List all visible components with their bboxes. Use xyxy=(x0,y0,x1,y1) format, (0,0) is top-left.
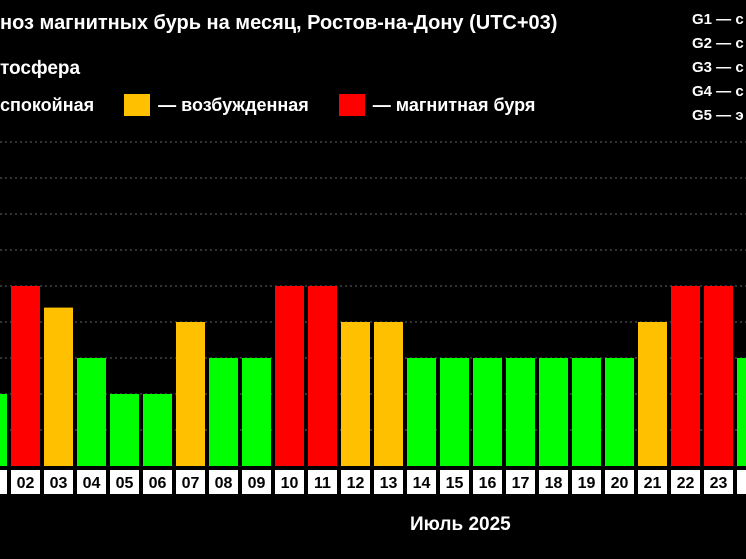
bar-day-23 xyxy=(704,286,733,466)
svg-text:12: 12 xyxy=(347,475,365,492)
legend-label-storm: — магнитная буря xyxy=(372,94,536,115)
x-tick-15: 15 xyxy=(440,470,469,494)
bar-day-06 xyxy=(143,394,172,466)
x-tick-08: 08 xyxy=(209,470,238,494)
x-tick-01 xyxy=(0,470,7,494)
x-tick-06: 06 xyxy=(143,470,172,494)
x-tick-24: 2 xyxy=(737,470,746,494)
svg-text:19: 19 xyxy=(578,475,596,492)
x-tick-03: 03 xyxy=(44,470,73,494)
svg-text:08: 08 xyxy=(215,475,233,492)
svg-text:10: 10 xyxy=(281,475,299,492)
svg-text:06: 06 xyxy=(149,475,167,492)
bar-day-21 xyxy=(638,322,667,466)
x-tick-10: 10 xyxy=(275,470,304,494)
x-tick-20: 20 xyxy=(605,470,634,494)
bar-day-13 xyxy=(374,322,403,466)
bar-day-05 xyxy=(110,394,139,466)
x-tick-22: 22 xyxy=(671,470,700,494)
x-tick-21: 21 xyxy=(638,470,667,494)
svg-text:02: 02 xyxy=(17,475,35,492)
bar-day-17 xyxy=(506,358,535,466)
bar-day-16 xyxy=(473,358,502,466)
legend-swatch-storm xyxy=(338,94,365,116)
bar-day-04 xyxy=(77,358,106,466)
legend: спокойная — возбужденная — магнитная бур… xyxy=(0,92,565,118)
x-tick-13: 13 xyxy=(374,470,403,494)
legend-item-storm: — магнитная буря xyxy=(338,94,536,116)
x-tick-09: 09 xyxy=(242,470,271,494)
x-tick-11: 11 xyxy=(308,470,337,494)
svg-text:20: 20 xyxy=(611,475,629,492)
x-tick-18: 18 xyxy=(539,470,568,494)
x-tick-19: 19 xyxy=(572,470,601,494)
bar-day-07 xyxy=(176,322,205,466)
g-scale-item-g4: G4 — с xyxy=(692,83,744,100)
bar-day-22 xyxy=(671,286,700,466)
x-tick-07: 07 xyxy=(176,470,205,494)
x-tick-12: 12 xyxy=(341,470,370,494)
bar-day-20 xyxy=(605,358,634,466)
bar-day-09 xyxy=(242,358,271,466)
bar-day-10 xyxy=(275,286,304,466)
bar-day-08 xyxy=(209,358,238,466)
svg-text:14: 14 xyxy=(413,475,431,492)
svg-text:04: 04 xyxy=(83,475,101,492)
bar-day-24 xyxy=(737,358,746,466)
legend-item-calm: спокойная xyxy=(0,95,94,116)
g-scale-item-g3: G3 — с xyxy=(692,59,744,76)
svg-text:07: 07 xyxy=(182,475,200,492)
svg-text:22: 22 xyxy=(677,475,695,492)
bar-day-18 xyxy=(539,358,568,466)
bar-day-19 xyxy=(572,358,601,466)
legend-item-excited: — возбужденная xyxy=(124,94,309,116)
x-tick-02: 02 xyxy=(11,470,40,494)
svg-text:23: 23 xyxy=(710,475,728,492)
x-tick-14: 14 xyxy=(407,470,436,494)
svg-text:21: 21 xyxy=(644,475,662,492)
x-tick-04: 04 xyxy=(77,470,106,494)
legend-label-calm: спокойная xyxy=(0,94,95,115)
g-scale-item-g1: G1 — с xyxy=(692,11,744,28)
legend-label-excited: — возбужденная xyxy=(158,94,309,115)
x-tick-17: 17 xyxy=(506,470,535,494)
g-scale-item-g2: G2 — с xyxy=(692,35,744,52)
chart-subtitle: тосфера xyxy=(0,58,81,79)
svg-text:11: 11 xyxy=(314,475,331,492)
x-tick-05: 05 xyxy=(110,470,139,494)
bar-day-12 xyxy=(341,322,370,466)
bar-day-14 xyxy=(407,358,436,466)
legend-swatch-excited xyxy=(124,94,151,116)
bar-day-02 xyxy=(11,286,40,466)
svg-text:16: 16 xyxy=(479,475,497,492)
svg-text:09: 09 xyxy=(248,475,266,492)
chart-title: ноз магнитных бурь на месяц, Ростов-на-Д… xyxy=(0,12,558,34)
x-tick-16: 16 xyxy=(473,470,502,494)
x-axis-label: Июль 2025 xyxy=(410,514,511,535)
svg-text:18: 18 xyxy=(545,475,563,492)
bar-day-11 xyxy=(308,286,337,466)
bar-day-03 xyxy=(44,307,73,466)
svg-text:15: 15 xyxy=(446,475,464,492)
g-scale-item-g5: G5 — э xyxy=(692,107,744,124)
svg-text:13: 13 xyxy=(380,475,398,492)
svg-text:03: 03 xyxy=(50,475,68,492)
g-scale-list: G1 — с G2 — с G3 — с G4 — с G5 — э xyxy=(692,8,744,128)
bar-day-01 xyxy=(0,394,7,466)
svg-text:17: 17 xyxy=(512,475,530,492)
bar-day-15 xyxy=(440,358,469,466)
x-tick-23: 23 xyxy=(704,470,733,494)
svg-text:05: 05 xyxy=(116,475,134,492)
